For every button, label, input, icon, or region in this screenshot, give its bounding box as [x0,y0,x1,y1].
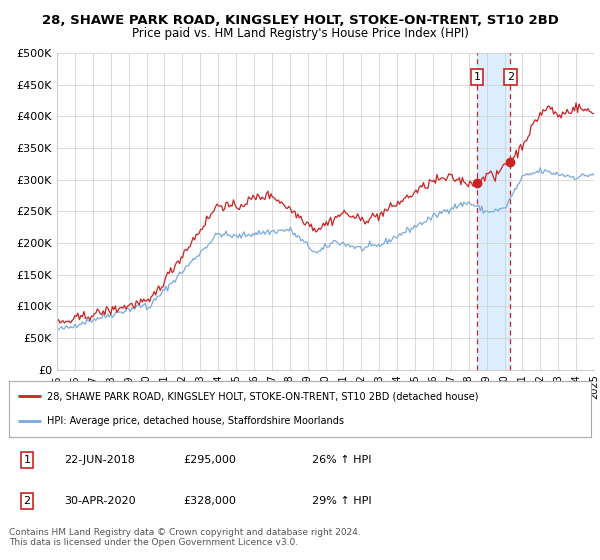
Text: 1: 1 [473,72,481,82]
Text: 2: 2 [23,496,31,506]
Text: Contains HM Land Registry data © Crown copyright and database right 2024.: Contains HM Land Registry data © Crown c… [9,528,361,536]
Text: 2: 2 [507,72,514,82]
Text: Price paid vs. HM Land Registry's House Price Index (HPI): Price paid vs. HM Land Registry's House … [131,27,469,40]
Text: 30-APR-2020: 30-APR-2020 [64,496,136,506]
Bar [477,53,511,370]
Text: 26% ↑ HPI: 26% ↑ HPI [311,455,371,465]
Text: 22-JUN-2018: 22-JUN-2018 [64,455,135,465]
Text: HPI: Average price, detached house, Staffordshire Moorlands: HPI: Average price, detached house, Staf… [47,416,344,426]
Text: £295,000: £295,000 [184,455,236,465]
Text: 28, SHAWE PARK ROAD, KINGSLEY HOLT, STOKE-ON-TRENT, ST10 2BD: 28, SHAWE PARK ROAD, KINGSLEY HOLT, STOK… [41,14,559,27]
Text: £328,000: £328,000 [184,496,236,506]
Text: This data is licensed under the Open Government Licence v3.0.: This data is licensed under the Open Gov… [9,538,298,547]
Text: 29% ↑ HPI: 29% ↑ HPI [311,496,371,506]
Text: 1: 1 [23,455,31,465]
Text: 28, SHAWE PARK ROAD, KINGSLEY HOLT, STOKE-ON-TRENT, ST10 2BD (detached house): 28, SHAWE PARK ROAD, KINGSLEY HOLT, STOK… [47,391,478,402]
